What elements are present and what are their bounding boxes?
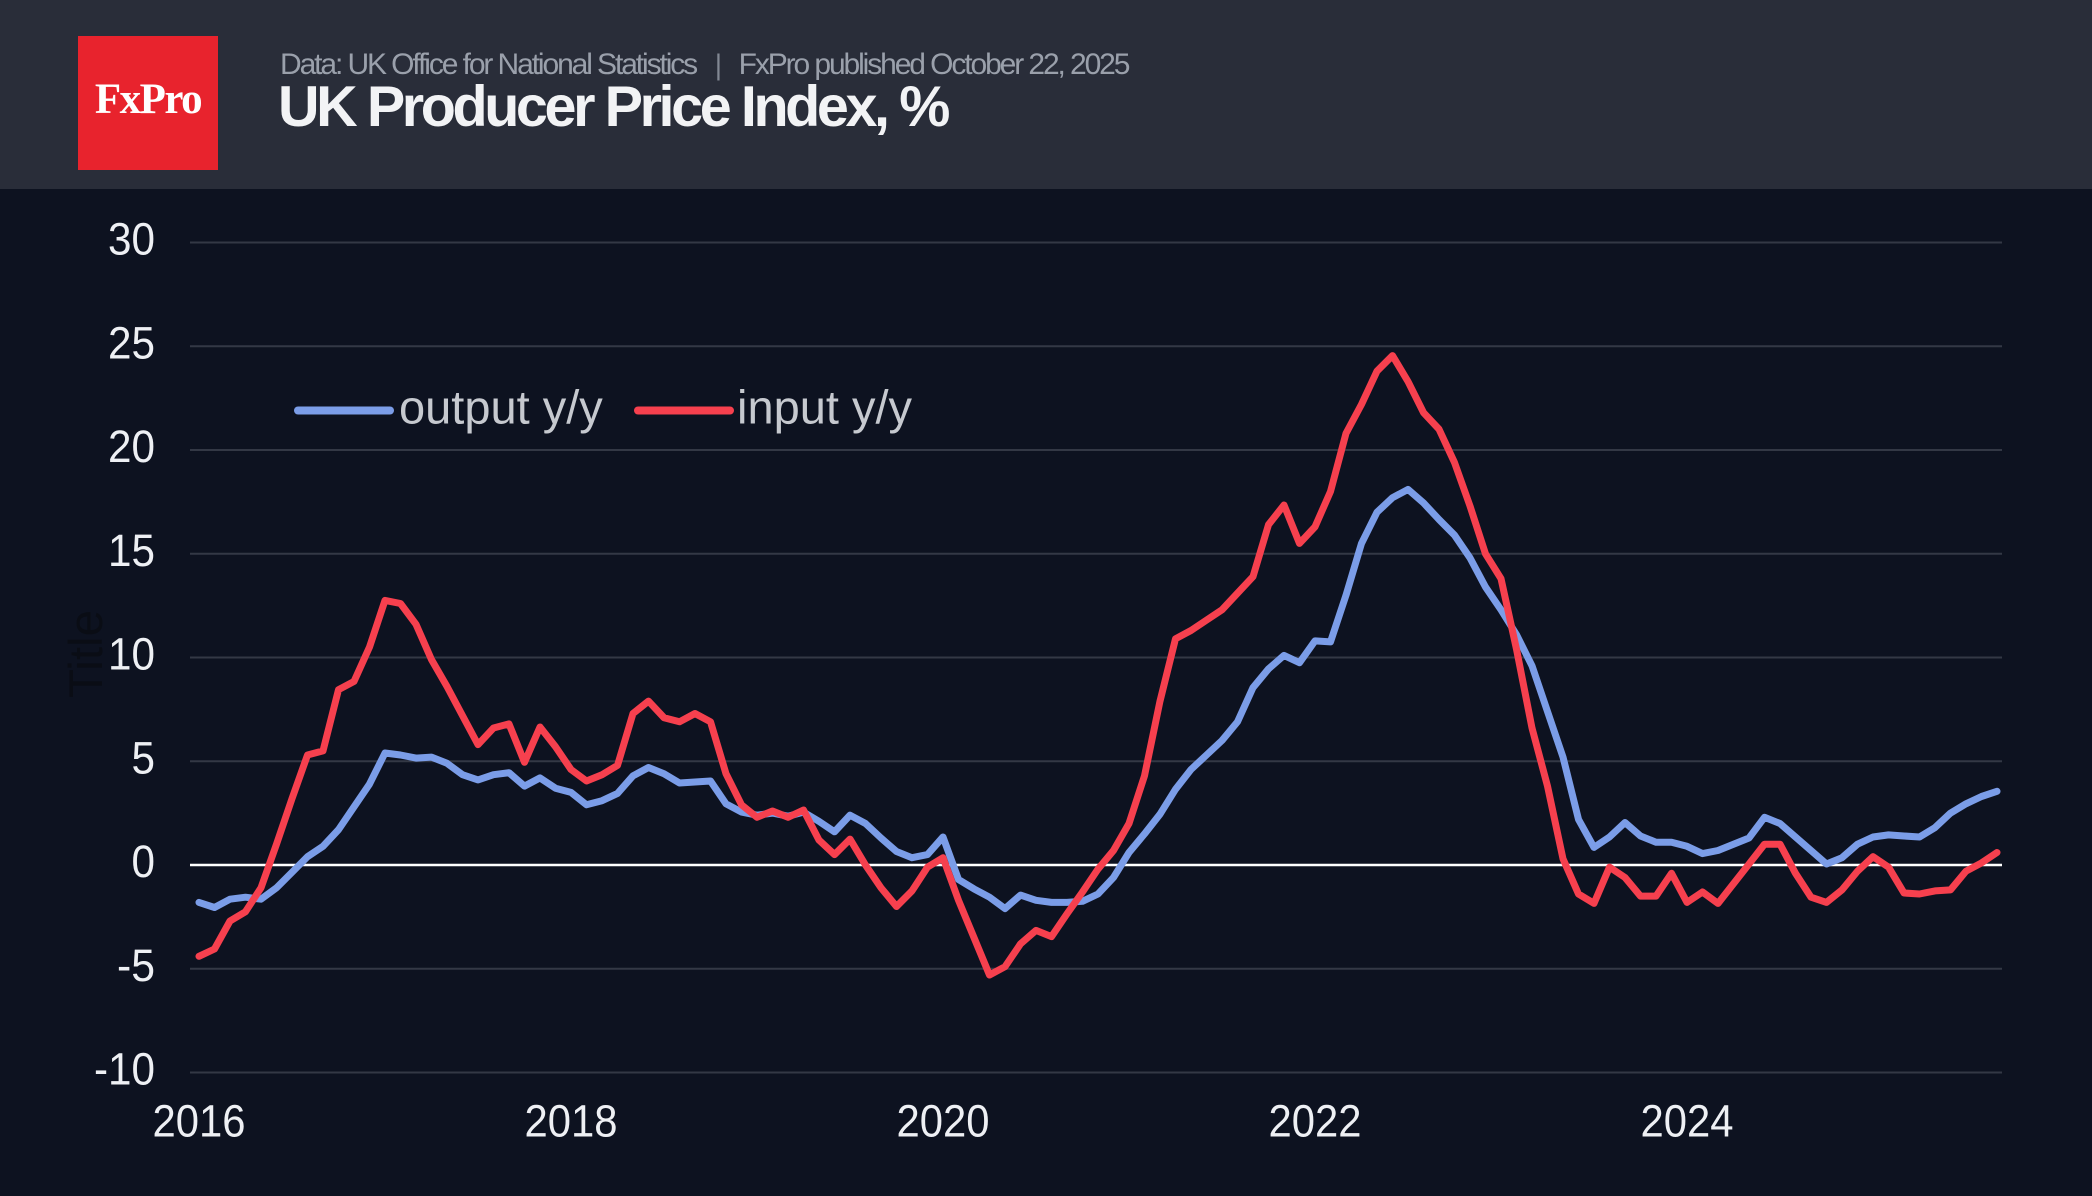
svg-text:output y/y: output y/y: [399, 381, 603, 434]
svg-text:20: 20: [108, 421, 155, 472]
svg-text:Title: Title: [60, 610, 113, 698]
svg-text:30: 30: [108, 214, 155, 265]
svg-text:input y/y: input y/y: [737, 381, 913, 434]
svg-text:2020: 2020: [897, 1096, 990, 1147]
svg-text:10: 10: [108, 629, 155, 680]
svg-text:5: 5: [132, 732, 156, 783]
svg-text:25: 25: [108, 317, 155, 368]
svg-text:2022: 2022: [1269, 1096, 1362, 1147]
svg-text:2018: 2018: [525, 1096, 618, 1147]
svg-text:0: 0: [132, 836, 156, 887]
svg-text:-10: -10: [94, 1044, 155, 1095]
svg-text:-5: -5: [117, 940, 155, 991]
svg-text:2024: 2024: [1641, 1096, 1734, 1147]
svg-text:15: 15: [108, 525, 155, 576]
svg-text:2016: 2016: [153, 1096, 246, 1147]
